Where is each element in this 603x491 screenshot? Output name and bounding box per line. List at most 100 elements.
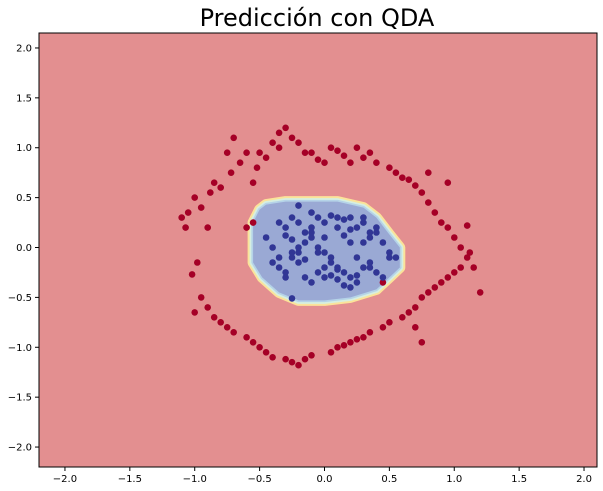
point-outer bbox=[191, 194, 198, 201]
point-inner bbox=[301, 229, 309, 236]
point-inner bbox=[334, 266, 341, 273]
point-outer bbox=[463, 254, 471, 261]
x-tick-label: 1.5 bbox=[511, 474, 527, 485]
point-outer bbox=[431, 209, 439, 216]
point-inner bbox=[373, 269, 380, 276]
point-outer bbox=[418, 339, 426, 346]
point-outer bbox=[227, 169, 235, 176]
point-outer bbox=[466, 249, 474, 256]
point-outer bbox=[399, 174, 406, 181]
point-inner bbox=[366, 234, 374, 241]
y-tick-label: −2.0 bbox=[8, 443, 32, 454]
point-inner bbox=[340, 232, 348, 239]
point-outer bbox=[379, 324, 387, 331]
x-tick-label: −1.5 bbox=[118, 474, 142, 485]
point-inner bbox=[282, 269, 289, 276]
point-outer bbox=[321, 159, 328, 166]
point-outer bbox=[347, 159, 354, 166]
point-outer bbox=[308, 352, 315, 359]
point-outer bbox=[340, 342, 348, 349]
point-outer bbox=[207, 189, 214, 196]
y-tick-label: 1.0 bbox=[16, 143, 32, 154]
point-outer bbox=[327, 144, 335, 151]
point-outer bbox=[249, 179, 257, 186]
point-outer bbox=[295, 361, 302, 369]
point-outer bbox=[301, 149, 309, 156]
point-outer bbox=[191, 309, 198, 316]
point-inner bbox=[275, 254, 283, 261]
point-inner bbox=[295, 202, 302, 209]
point-outer bbox=[194, 259, 201, 266]
y-tick-label: −0.5 bbox=[8, 293, 32, 304]
point-outer bbox=[353, 336, 361, 343]
point-outer bbox=[178, 214, 185, 221]
point-outer bbox=[334, 147, 341, 154]
point-outer bbox=[438, 279, 445, 286]
point-inner bbox=[347, 274, 354, 281]
point-outer bbox=[275, 144, 283, 151]
y-tick-label: 2.0 bbox=[16, 43, 32, 54]
point-outer bbox=[412, 304, 419, 311]
point-outer bbox=[204, 304, 211, 311]
point-outer bbox=[236, 159, 244, 166]
point-outer bbox=[425, 289, 432, 296]
point-outer bbox=[444, 179, 452, 186]
point-outer bbox=[243, 334, 250, 341]
point-outer bbox=[412, 324, 419, 331]
point-inner bbox=[301, 256, 309, 263]
point-outer bbox=[197, 204, 205, 211]
series-outer bbox=[178, 124, 484, 369]
point-inner bbox=[386, 254, 393, 261]
point-outer bbox=[425, 169, 432, 176]
point-outer bbox=[366, 329, 374, 336]
point-outer bbox=[476, 289, 484, 296]
point-outer bbox=[366, 149, 374, 156]
point-outer bbox=[230, 134, 237, 142]
point-outer bbox=[223, 149, 231, 156]
y-tick-label: 1.5 bbox=[16, 93, 32, 104]
point-inner bbox=[366, 229, 374, 236]
series-inner bbox=[262, 202, 400, 302]
point-outer bbox=[288, 358, 296, 366]
point-outer bbox=[451, 234, 458, 241]
point-inner bbox=[366, 264, 374, 271]
point-outer bbox=[243, 149, 250, 156]
point-inner bbox=[321, 234, 328, 241]
point-inner bbox=[353, 272, 361, 279]
y-tick-label: 0.0 bbox=[16, 243, 32, 254]
point-outer bbox=[262, 154, 270, 161]
point-outer bbox=[230, 329, 237, 336]
point-inner bbox=[295, 259, 302, 266]
point-inner bbox=[340, 216, 348, 223]
point-outer bbox=[256, 149, 263, 156]
point-inner bbox=[347, 239, 354, 246]
point-inner bbox=[295, 244, 302, 251]
point-outer bbox=[418, 189, 426, 196]
point-inner bbox=[314, 269, 322, 276]
point-inner bbox=[295, 249, 302, 256]
point-inner bbox=[321, 249, 328, 256]
point-inner bbox=[360, 264, 367, 271]
point-inner bbox=[353, 279, 361, 286]
point-inner bbox=[360, 214, 367, 221]
point-outer bbox=[327, 349, 335, 356]
point-inner bbox=[314, 249, 322, 256]
point-inner bbox=[275, 219, 283, 226]
point-outer bbox=[399, 314, 406, 321]
point-outer bbox=[444, 274, 452, 281]
point-outer bbox=[262, 349, 270, 356]
x-tick-label: 0.5 bbox=[381, 474, 397, 485]
point-inner bbox=[379, 239, 387, 246]
point-inner bbox=[314, 214, 322, 221]
point-outer bbox=[418, 294, 426, 301]
point-outer bbox=[210, 179, 218, 186]
point-outer bbox=[223, 324, 231, 331]
point-outer bbox=[256, 344, 263, 351]
point-inner bbox=[347, 214, 354, 221]
point-outer bbox=[188, 271, 196, 278]
point-inner bbox=[366, 259, 374, 266]
point-inner bbox=[295, 219, 302, 226]
point-inner bbox=[314, 244, 322, 251]
point-outer bbox=[379, 279, 387, 286]
